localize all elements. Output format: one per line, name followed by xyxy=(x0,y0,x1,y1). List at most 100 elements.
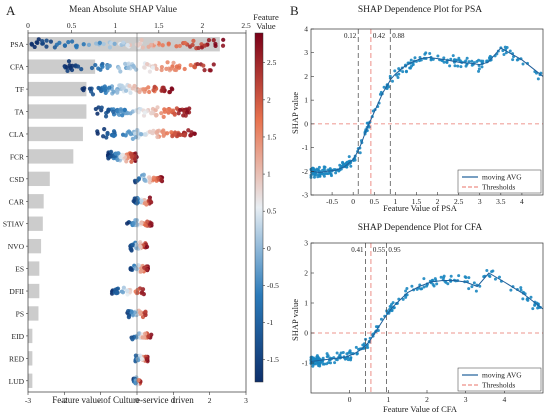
data-point xyxy=(361,343,365,347)
shap-point xyxy=(108,154,113,159)
shap-point xyxy=(195,61,200,67)
data-point xyxy=(313,361,317,365)
threshold-label: 0.12 xyxy=(344,32,357,40)
data-point xyxy=(519,288,523,292)
data-point xyxy=(354,345,358,349)
threshold-label: 0.55 xyxy=(373,246,386,254)
shap-point xyxy=(144,356,149,362)
shap-point xyxy=(107,85,112,90)
feature-label: LUD xyxy=(9,377,25,386)
shap-point xyxy=(208,68,213,73)
shap-point xyxy=(120,290,126,295)
shap-point xyxy=(128,267,134,272)
summary-title: Mean Absolute SHAP Value xyxy=(69,5,177,15)
shap-point xyxy=(147,129,152,134)
data-point xyxy=(445,60,449,64)
shap-point xyxy=(130,242,135,247)
cfa-title: SHAP Dependence Plot for CFA xyxy=(358,222,483,233)
data-point xyxy=(408,66,412,70)
data-point xyxy=(409,58,413,62)
shap-point xyxy=(151,128,156,133)
shap-point xyxy=(139,356,144,362)
data-point xyxy=(464,59,468,63)
shap-point xyxy=(124,159,129,164)
shap-point xyxy=(147,177,153,182)
data-point xyxy=(467,287,471,291)
data-point xyxy=(470,59,474,63)
colorbar-label-line2: Value xyxy=(256,21,276,31)
shap-point xyxy=(66,59,72,64)
importance-bar xyxy=(28,126,83,142)
feature-label: RED xyxy=(9,354,25,363)
importance-bar xyxy=(28,373,33,388)
data-point xyxy=(457,274,461,278)
shap-point xyxy=(176,111,181,116)
shap-point xyxy=(171,60,176,65)
shap-point xyxy=(65,68,70,74)
data-point xyxy=(374,325,378,329)
data-point xyxy=(519,286,523,290)
psa-title: SHAP Dependence Plot for PSA xyxy=(358,4,482,15)
shap-point xyxy=(123,88,129,93)
data-point xyxy=(404,69,408,73)
shap-point xyxy=(79,67,84,72)
feature-label: DFII xyxy=(9,287,24,296)
data-point xyxy=(390,79,394,83)
importance-bar xyxy=(28,171,50,187)
shap-point xyxy=(142,110,147,115)
colorbar-tick-label: 1.5 xyxy=(267,132,277,141)
shap-point xyxy=(140,45,145,50)
shap-point xyxy=(182,40,188,46)
data-point xyxy=(410,284,414,288)
shap-point xyxy=(181,113,186,118)
shap-point xyxy=(101,134,106,139)
shap-point xyxy=(139,221,144,226)
x-tick-label: 3 xyxy=(478,197,482,206)
shap-point xyxy=(123,61,128,66)
shap-point xyxy=(150,65,155,70)
shap-point xyxy=(145,62,150,67)
shap-point xyxy=(94,41,99,46)
shap-point xyxy=(178,107,183,113)
shap-point xyxy=(62,43,67,48)
data-point xyxy=(333,361,337,365)
data-point xyxy=(491,269,495,273)
data-point xyxy=(318,364,322,368)
data-point xyxy=(401,297,405,301)
shap-point xyxy=(167,89,173,95)
feature-label: CAR xyxy=(9,197,24,206)
shap-point xyxy=(111,89,116,94)
data-point xyxy=(453,64,457,68)
shap-point xyxy=(115,88,120,93)
bottom-tick-label: 0 xyxy=(135,396,139,405)
shap-point xyxy=(131,221,136,226)
shap-point xyxy=(133,131,138,136)
shap-point xyxy=(154,130,159,135)
shap-point xyxy=(142,65,147,70)
shap-point xyxy=(103,86,108,91)
data-point xyxy=(521,297,525,301)
shap-point xyxy=(151,175,156,180)
top-tick-label: 0.5 xyxy=(67,21,77,30)
shap-point xyxy=(171,108,176,113)
data-point xyxy=(322,174,326,178)
x-tick-label: 1 xyxy=(393,197,397,206)
x-tick-label: 4 xyxy=(520,197,524,206)
shap-point xyxy=(160,43,165,48)
data-point xyxy=(529,295,533,299)
data-point xyxy=(397,67,401,71)
data-point xyxy=(477,67,481,71)
shap-point xyxy=(170,133,175,139)
data-point xyxy=(448,64,452,68)
shap-point xyxy=(137,89,142,95)
data-point xyxy=(536,306,540,310)
threshold-label: 0.95 xyxy=(388,246,401,254)
data-point xyxy=(378,92,382,96)
x-tick-label: 0 xyxy=(351,197,355,206)
shap-point xyxy=(132,83,137,89)
shap-point xyxy=(149,221,154,226)
shap-point xyxy=(168,66,174,71)
x-tick-label: 3.5 xyxy=(496,197,506,206)
bottom-tick-label: -1 xyxy=(98,396,104,405)
shap-point xyxy=(190,42,195,48)
